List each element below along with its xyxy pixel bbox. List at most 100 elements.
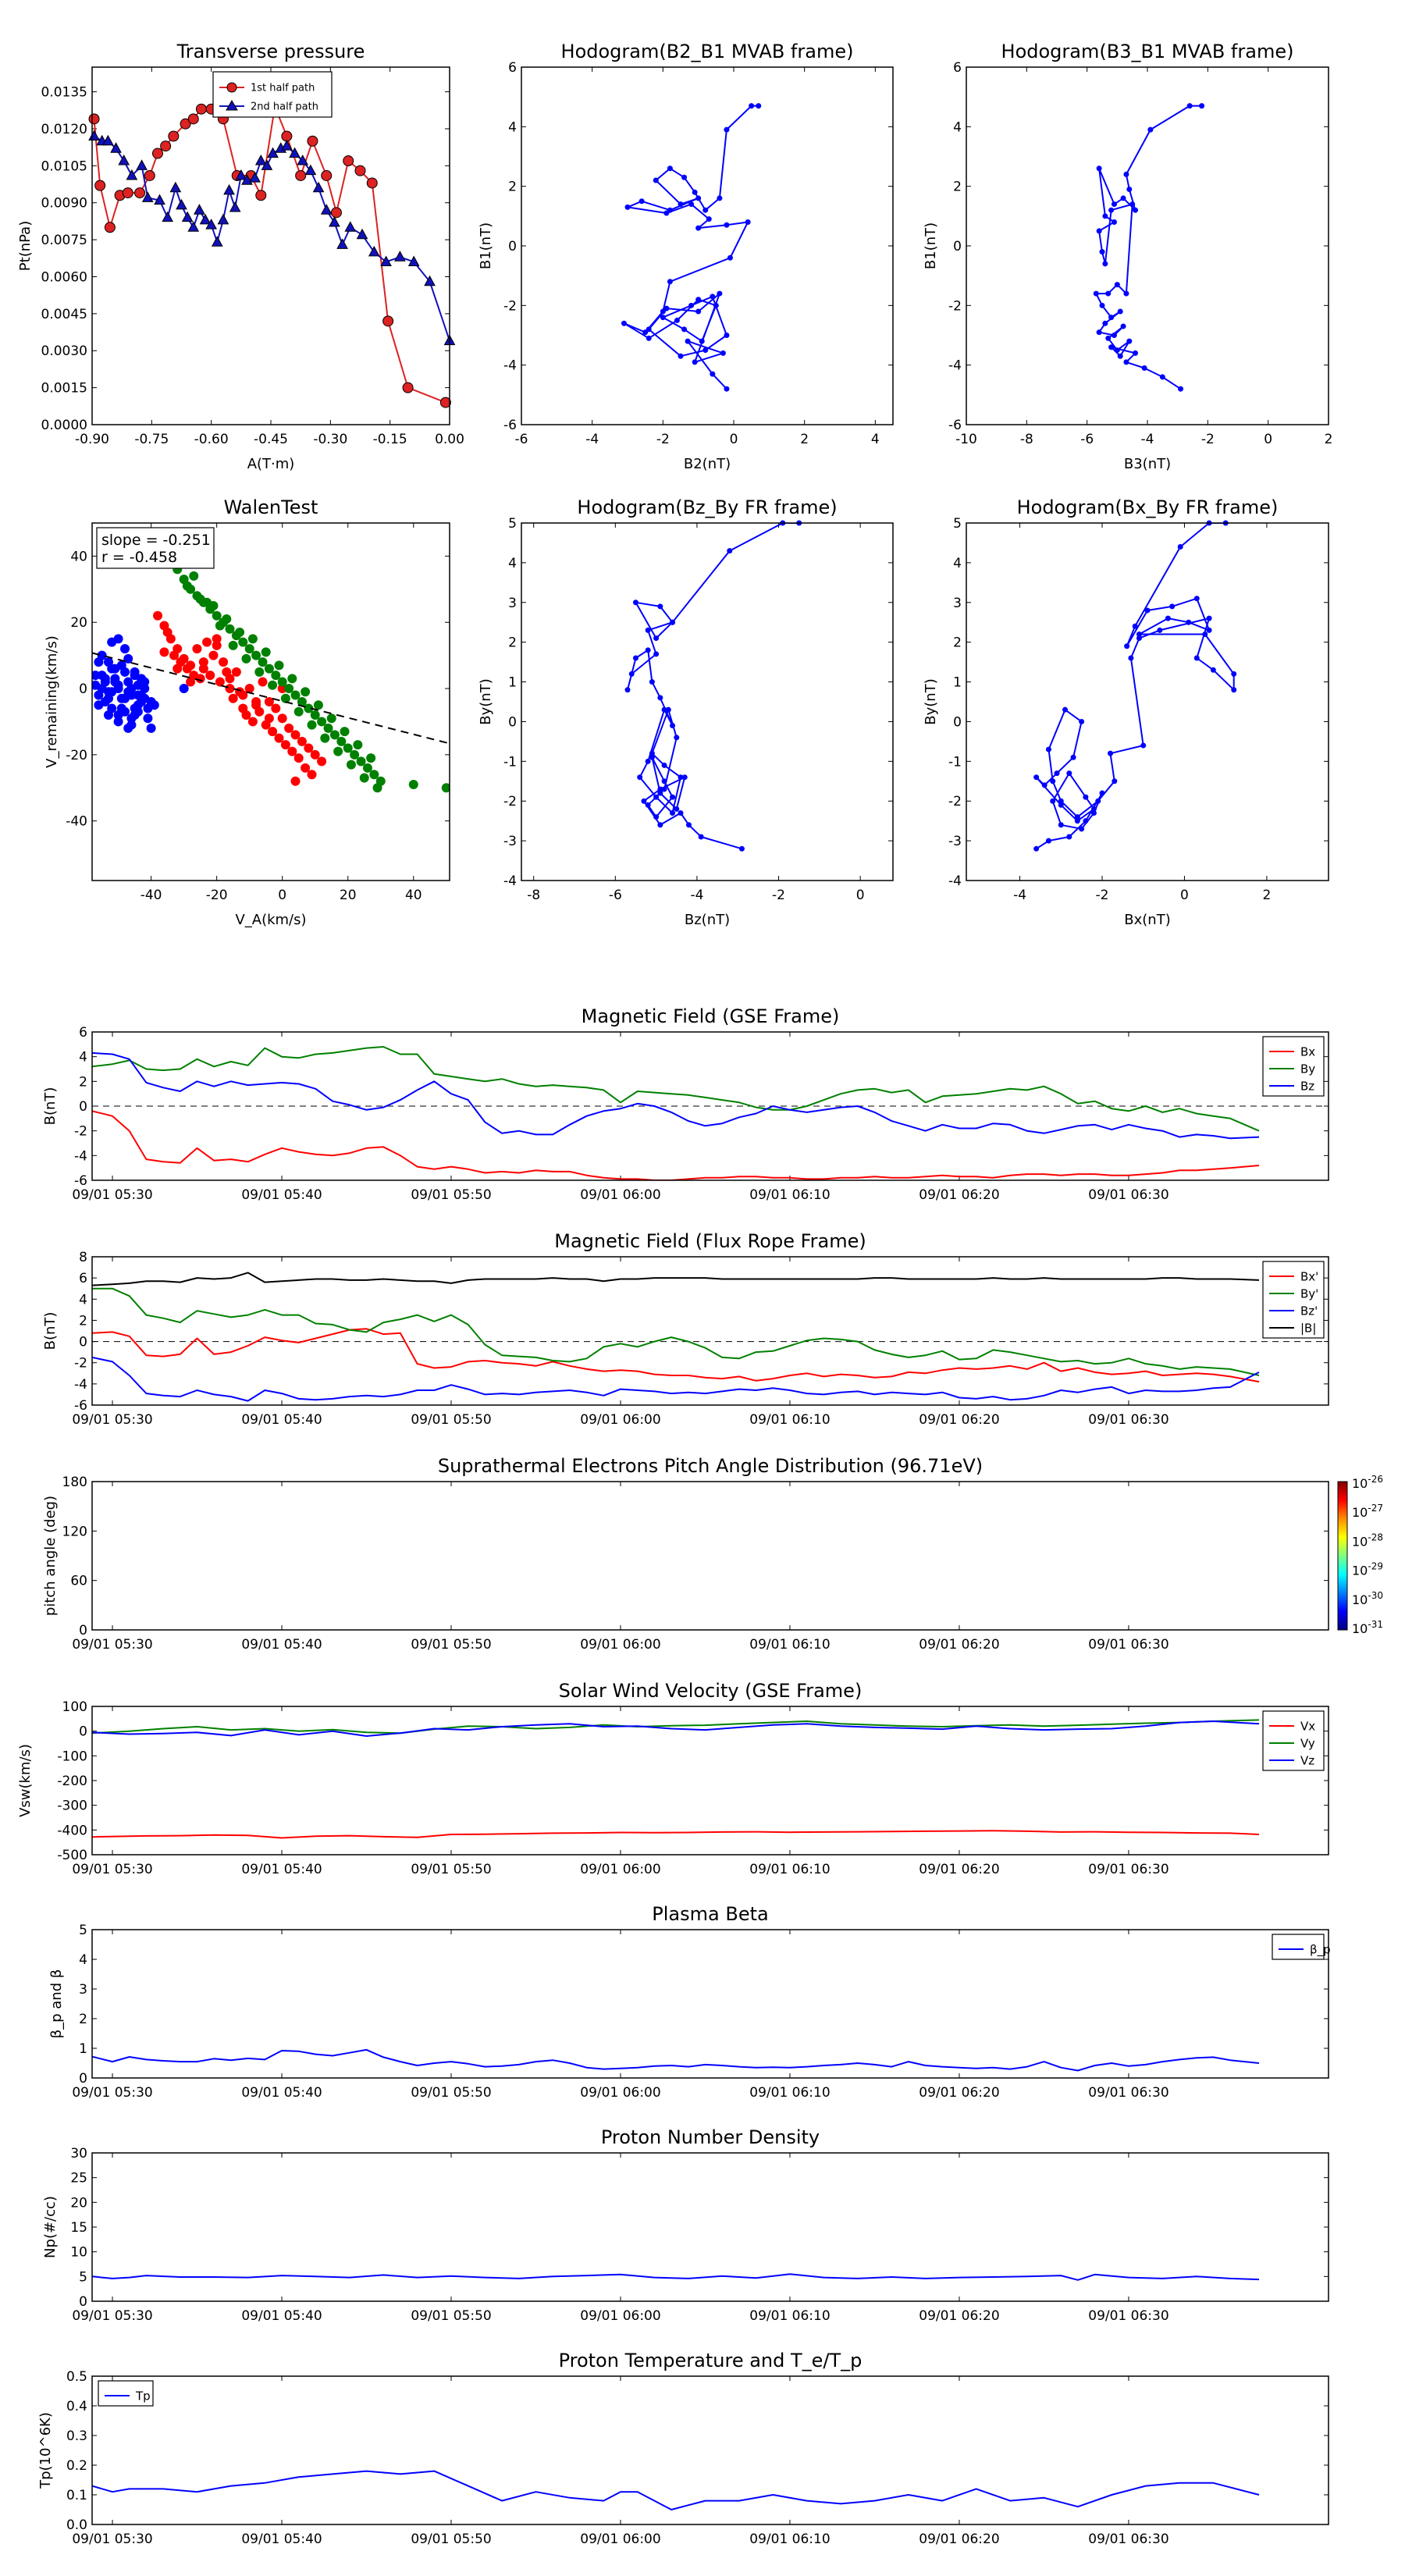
chart-hodogram-bzby: Hodogram(Bz_By FR frame) -4 -3 -2 -1 0 1 2 3 4 5 -8… <box>478 496 894 928</box>
x-tick-label: 09/01 06:30 <box>1088 2532 1168 2547</box>
data-point <box>247 634 258 644</box>
data-point <box>107 687 117 697</box>
legend-label: Bx' <box>1300 1269 1318 1283</box>
data-point <box>329 730 340 740</box>
data-point <box>192 644 202 654</box>
legend-label: Tp <box>135 2389 151 2403</box>
data-point <box>140 677 150 687</box>
y-tick-label: 25 <box>70 2171 87 2186</box>
data-point <box>645 627 651 633</box>
legend-label: Vx <box>1300 1719 1315 1733</box>
data-point <box>646 335 652 341</box>
data-point <box>380 255 392 267</box>
series-line <box>92 1830 1260 1839</box>
y-tick-label: -20 <box>66 748 87 763</box>
x-tick-label: 09/01 05:50 <box>411 1412 491 1428</box>
y-tick-label: 0.5 <box>66 2369 87 2385</box>
y-tick-label: 2 <box>79 1074 87 1090</box>
data-point <box>189 571 199 581</box>
data-point <box>1117 308 1123 315</box>
data-point <box>154 194 165 205</box>
data-point <box>645 647 651 653</box>
data-point <box>1096 165 1102 172</box>
chart-hodogram-bxby: Hodogram(Bx_By FR frame) -4 -3 -2 -1 0 1 2 3 4 5 -4… <box>923 496 1329 928</box>
y-tick-label: 6 <box>953 60 962 76</box>
data-point <box>94 180 106 191</box>
data-point <box>307 135 318 147</box>
chart-solar-wind-velocity: Solar Wind Velocity (GSE Frame) -500 -400 -… <box>17 1680 1329 1877</box>
x-tick-label: 09/01 05:40 <box>241 1187 322 1203</box>
data-point <box>1074 814 1080 820</box>
data-point <box>1136 631 1142 637</box>
series-line <box>92 1046 1260 1132</box>
x-tick-label: -8 <box>527 888 540 903</box>
data-point <box>727 548 733 554</box>
data-point <box>176 198 187 210</box>
data-point <box>1045 746 1051 753</box>
data-point <box>264 713 274 724</box>
data-point <box>724 333 730 338</box>
x-tick-label: 09/01 06:00 <box>580 2308 660 2324</box>
y-tick-label: 20 <box>70 2195 87 2211</box>
series-line <box>92 2273 1260 2281</box>
legend-item: Bx' <box>1269 1269 1318 1283</box>
data-point <box>187 221 200 232</box>
data-point <box>290 690 301 700</box>
legend-label: Vy <box>1300 1736 1315 1750</box>
data-point <box>118 154 130 165</box>
x-tick-label: -0.30 <box>313 432 347 447</box>
data-point <box>645 802 651 808</box>
data-point <box>293 706 304 717</box>
data-point <box>372 783 382 793</box>
data-point <box>692 359 698 365</box>
data-point <box>205 219 218 229</box>
legend-label: By <box>1300 1062 1315 1076</box>
x-tick-label: -0.15 <box>373 432 407 447</box>
data-point <box>280 740 290 750</box>
y-tick-label: 0.0045 <box>41 307 87 322</box>
y-axis-label: pitch angle (deg) <box>42 1496 59 1616</box>
data-point <box>235 627 245 637</box>
x-tick-label: 09/01 06:10 <box>749 1187 830 1203</box>
series-line <box>623 105 759 390</box>
annotation-frame <box>96 527 215 569</box>
data-point <box>136 159 148 170</box>
x-tick-label: 09/01 06:10 <box>749 2085 830 2101</box>
data-point <box>1206 627 1212 633</box>
y-tick-label: 0 <box>79 1099 87 1115</box>
series-vy <box>92 1719 1260 1735</box>
y-axis-label: B(nT) <box>42 1087 59 1126</box>
data-point <box>1193 655 1200 661</box>
data-point <box>336 736 347 746</box>
data-point <box>130 667 140 677</box>
data-point <box>261 647 271 657</box>
x-tick-label: 09/01 05:40 <box>241 1637 322 1653</box>
data-point <box>632 600 638 606</box>
y-tick-label: -2 <box>948 298 962 314</box>
data-point <box>212 634 222 644</box>
y-tick-label: 3 <box>79 1982 87 1998</box>
data-point <box>113 634 123 644</box>
x-tick-label: 09/01 06:10 <box>749 2532 830 2547</box>
x-tick-label: 09/01 06:10 <box>749 1412 830 1428</box>
y-tick-label: 6 <box>79 1025 87 1041</box>
x-tick-label: 09/01 05:40 <box>241 2308 322 2324</box>
data-point <box>343 155 354 167</box>
y-tick-label: 0.1 <box>66 2488 87 2503</box>
data-point <box>738 845 745 852</box>
data-point <box>229 201 241 212</box>
series--b- <box>92 1272 1260 1286</box>
data-point <box>663 210 670 216</box>
chart-proton-density: Proton Number Density 0 5 10 15 20 25 30 09/01 0… <box>42 2126 1329 2324</box>
x-tick-label: 09/01 05:30 <box>72 1187 152 1203</box>
x-tick-label: -4 <box>1141 432 1154 447</box>
data-point <box>168 130 180 142</box>
data-point <box>187 113 199 125</box>
data-point <box>1108 344 1115 350</box>
legend-label: 1st half path <box>251 83 315 94</box>
legend-label: By' <box>1300 1286 1318 1300</box>
x-tick-label: 09/01 06:00 <box>580 1187 660 1203</box>
data-point <box>146 697 156 706</box>
data-point <box>441 783 450 793</box>
